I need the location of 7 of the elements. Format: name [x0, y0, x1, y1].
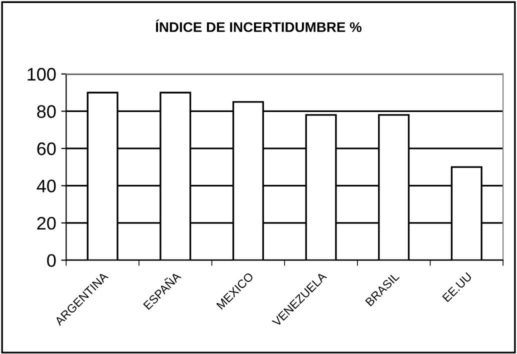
- y-tick-label: 20: [37, 216, 56, 230]
- chart-title: ÍNDICE DE INCERTIDUMBRE %: [156, 20, 362, 32]
- y-tick-label: 40: [36, 180, 56, 192]
- y-tick-label: 0: [47, 254, 56, 267]
- y-tick-label: 60: [37, 142, 56, 156]
- y-tick-label: 80: [37, 105, 56, 118]
- y-tick-label: 100: [28, 68, 56, 81]
